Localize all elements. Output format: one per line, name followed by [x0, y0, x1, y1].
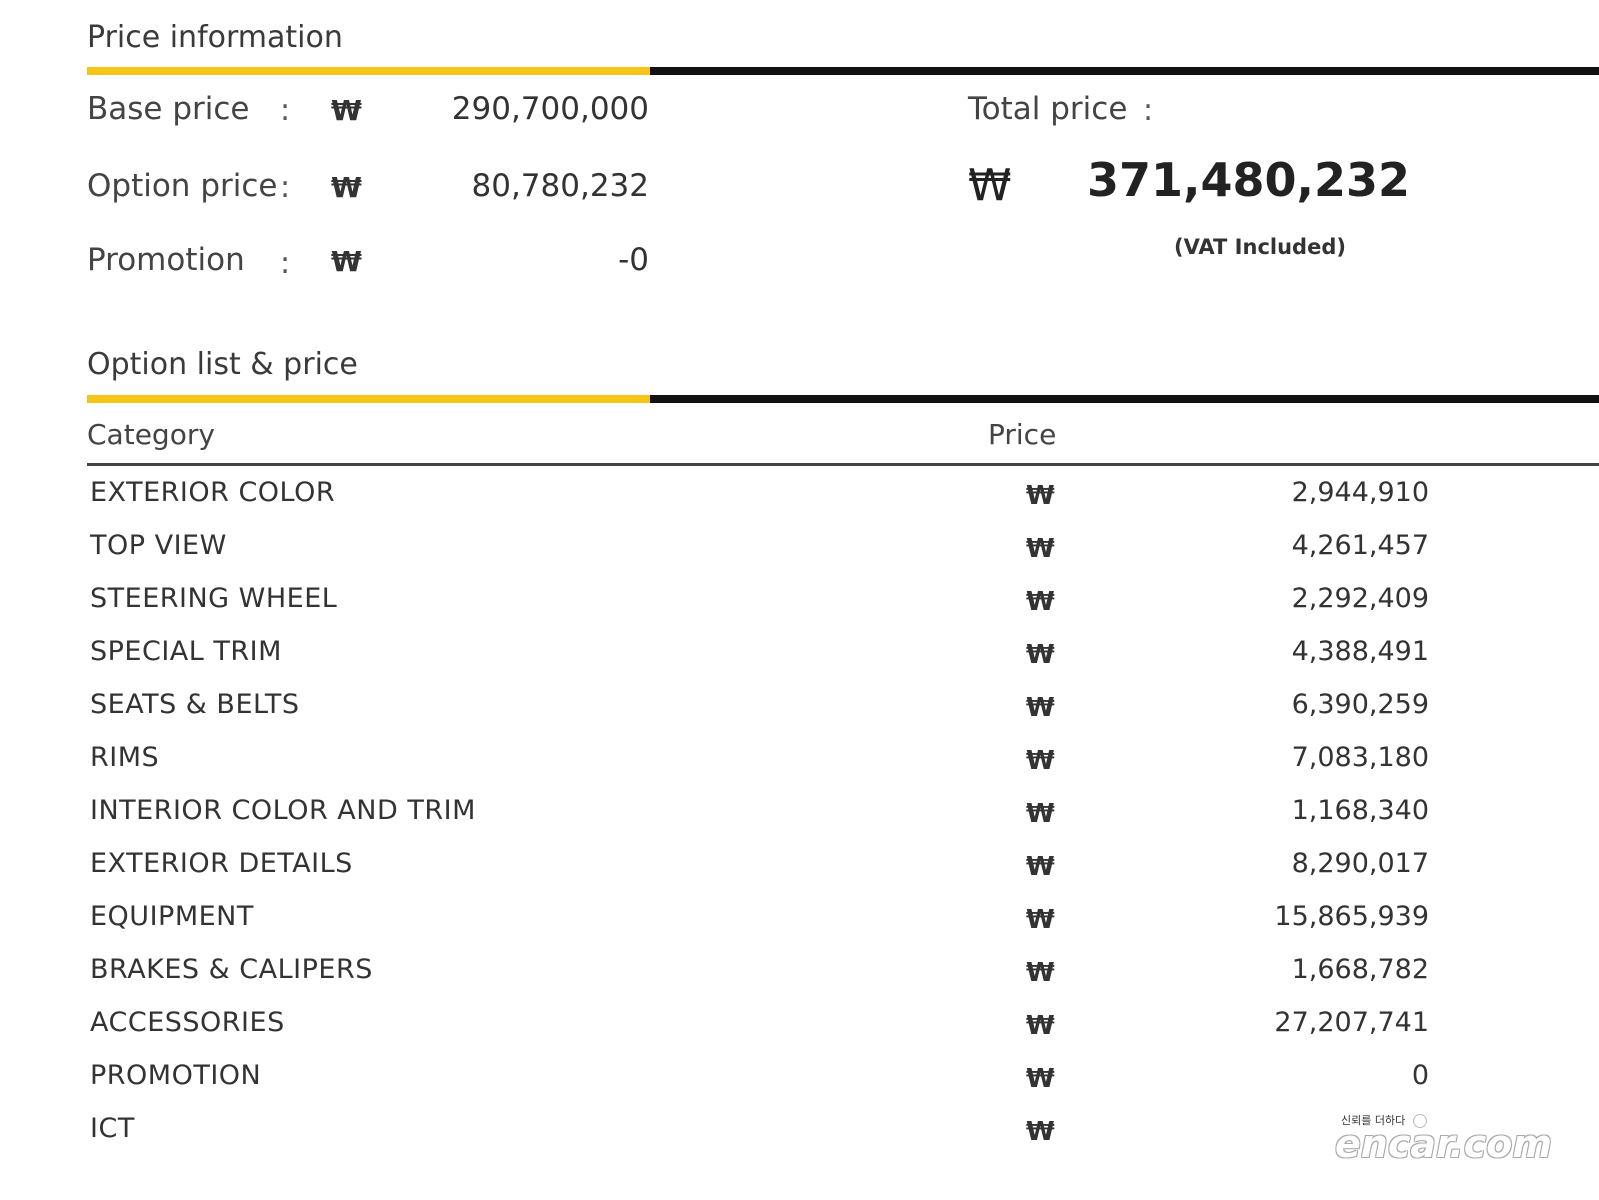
- row-category: ICT: [90, 1113, 135, 1144]
- row-currency: ₩: [1026, 746, 1055, 776]
- row-category: EXTERIOR COLOR: [90, 477, 336, 508]
- row-currency: ₩: [1026, 640, 1055, 670]
- base-price-amount: 290,700,000: [451, 91, 649, 127]
- table-row: PROMOTION ₩ 0: [0, 1056, 1599, 1109]
- table-row: TOP VIEW ₩ 4,261,457: [0, 526, 1599, 579]
- table-row: SEATS & BELTS ₩ 6,390,259: [0, 685, 1599, 738]
- row-category: EQUIPMENT: [90, 901, 254, 932]
- promotion-currency: ₩: [331, 245, 362, 278]
- option-price-currency: ₩: [331, 171, 362, 204]
- row-price: 1,168,340: [1291, 795, 1429, 826]
- row-category: TOP VIEW: [90, 530, 227, 561]
- option-price-colon: :: [280, 170, 291, 205]
- watermark-tagline: 신뢰를 더하다: [1341, 1114, 1406, 1127]
- row-currency: ₩: [1026, 534, 1055, 564]
- row-category: BRAKES & CALIPERS: [90, 954, 373, 985]
- table-row: BRAKES & CALIPERS ₩ 1,668,782: [0, 950, 1599, 1003]
- option-list-divider: [87, 395, 1599, 403]
- row-category: SEATS & BELTS: [90, 689, 300, 720]
- category-column-header: Category: [87, 418, 215, 451]
- price-information-divider: [87, 67, 1599, 75]
- watermark-dot-icon: [1413, 1114, 1427, 1128]
- table-row: INTERIOR COLOR AND TRIM ₩ 1,168,340: [0, 791, 1599, 844]
- option-list-title: Option list & price: [87, 347, 358, 382]
- row-price: 15,865,939: [1274, 901, 1429, 932]
- row-price: 6,390,259: [1291, 689, 1429, 720]
- table-row: RIMS ₩ 7,083,180: [0, 738, 1599, 791]
- row-category: INTERIOR COLOR AND TRIM: [90, 795, 476, 826]
- table-row: ICT ₩: [0, 1109, 1599, 1162]
- vat-included-note: (VAT Included): [1174, 235, 1346, 259]
- table-header-rule: [87, 463, 1599, 466]
- table-row: EXTERIOR COLOR ₩ 2,944,910: [0, 473, 1599, 526]
- total-price-label: Total price: [968, 91, 1128, 127]
- row-category: RIMS: [90, 742, 160, 773]
- row-currency: ₩: [1026, 958, 1055, 988]
- base-price-label: Base price: [87, 91, 250, 127]
- row-category: PROMOTION: [90, 1060, 262, 1091]
- table-row: SPECIAL TRIM ₩ 4,388,491: [0, 632, 1599, 685]
- promotion-amount: -0: [618, 242, 649, 278]
- row-price: 8,290,017: [1291, 848, 1429, 879]
- row-price: 2,292,409: [1291, 583, 1429, 614]
- option-price-label: Option price: [87, 168, 278, 204]
- promotion-label: Promotion: [87, 242, 245, 278]
- watermark-brand: encar.com: [1335, 1122, 1552, 1166]
- row-category: SPECIAL TRIM: [90, 636, 282, 667]
- row-currency: ₩: [1026, 693, 1055, 723]
- option-price-amount: 80,780,232: [471, 168, 650, 204]
- row-price: 2,944,910: [1291, 477, 1429, 508]
- row-currency: ₩: [1026, 1117, 1055, 1147]
- row-category: STEERING WHEEL: [90, 583, 338, 614]
- row-price: 4,388,491: [1291, 636, 1429, 667]
- table-row: EQUIPMENT ₩ 15,865,939: [0, 897, 1599, 950]
- total-price-currency: ₩: [968, 160, 1012, 211]
- base-price-currency: ₩: [331, 94, 362, 127]
- table-row: ACCESSORIES ₩ 27,207,741: [0, 1003, 1599, 1056]
- row-currency: ₩: [1026, 1011, 1055, 1041]
- row-currency: ₩: [1026, 852, 1055, 882]
- row-price: 1,668,782: [1291, 954, 1429, 985]
- row-price: 0: [1411, 1060, 1429, 1091]
- price-information-title: Price information: [87, 20, 343, 55]
- promotion-colon: :: [280, 246, 291, 281]
- row-currency: ₩: [1026, 799, 1055, 829]
- row-currency: ₩: [1026, 905, 1055, 935]
- row-currency: ₩: [1026, 1064, 1055, 1094]
- total-price-amount: 371,480,232: [1087, 153, 1411, 207]
- row-price: 7,083,180: [1291, 742, 1429, 773]
- row-currency: ₩: [1026, 481, 1055, 511]
- row-price: 27,207,741: [1274, 1007, 1429, 1038]
- base-price-colon: :: [280, 93, 291, 128]
- row-price: 4,261,457: [1291, 530, 1429, 561]
- table-row: EXTERIOR DETAILS ₩ 8,290,017: [0, 844, 1599, 897]
- table-row: STEERING WHEEL ₩ 2,292,409: [0, 579, 1599, 632]
- price-column-header: Price: [988, 418, 1057, 451]
- total-price-colon: :: [1143, 93, 1154, 128]
- encar-watermark: 신뢰를 더하다 encar.com: [1335, 1110, 1575, 1166]
- row-category: EXTERIOR DETAILS: [90, 848, 353, 879]
- row-currency: ₩: [1026, 587, 1055, 617]
- row-category: ACCESSORIES: [90, 1007, 285, 1038]
